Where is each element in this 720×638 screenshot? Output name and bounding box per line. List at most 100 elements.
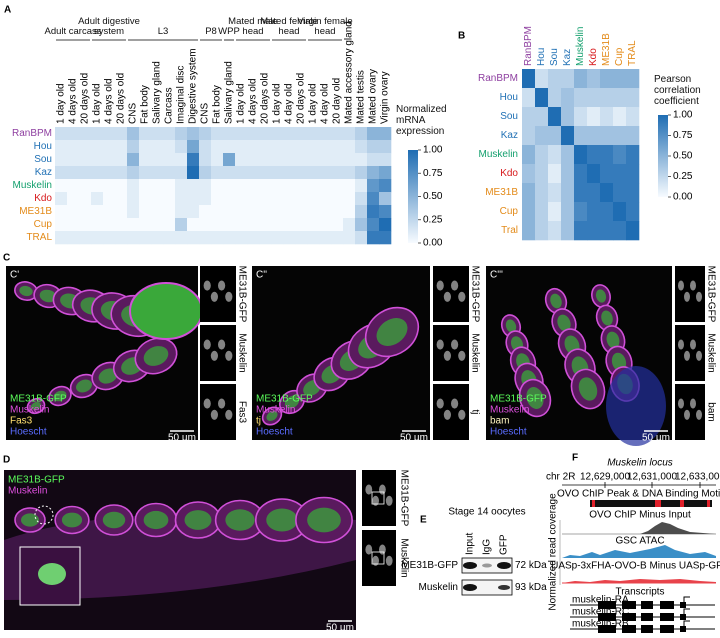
heatmap-cell xyxy=(55,166,68,180)
heatmap-cell xyxy=(139,205,152,219)
heatmap-cell xyxy=(600,164,614,184)
heatmap-cell xyxy=(343,218,356,232)
lane-label: IgG xyxy=(482,539,493,555)
channel-signal xyxy=(443,350,451,361)
heatmap-cell xyxy=(55,153,68,167)
heatmap-cell xyxy=(600,88,614,108)
gfp-signal xyxy=(266,508,298,532)
heatmap-cell xyxy=(103,153,116,167)
heatmap-cell xyxy=(355,205,368,219)
heatmap-cell xyxy=(331,205,344,219)
colorbar-tick-label: 0.25 xyxy=(423,214,443,225)
row-label: Tral xyxy=(501,225,518,236)
heatmap-cell xyxy=(522,126,536,146)
heatmap-cell xyxy=(91,166,104,180)
blot-title: Stage 14 oocytes xyxy=(448,507,525,518)
heatmap-cell xyxy=(211,179,224,193)
channel-label: Muskelin xyxy=(8,486,47,497)
channel-label: Muskelin xyxy=(256,405,295,416)
heatmap-cell xyxy=(587,88,601,108)
heatmap-cell xyxy=(151,205,164,219)
channel-side-label: Muskelin xyxy=(398,538,409,577)
heatmap-cell xyxy=(115,127,128,141)
group-label: Mated male head xyxy=(228,16,278,37)
heatmap-cell xyxy=(561,107,575,127)
heatmap-cell xyxy=(535,126,549,146)
heatmap-cell xyxy=(283,218,296,232)
heatmap-cell xyxy=(587,183,601,203)
heatmap-cell xyxy=(259,179,272,193)
row-label: Hou xyxy=(34,141,52,152)
heatmap-cell xyxy=(223,231,236,245)
column-label: 1 day old xyxy=(236,83,247,124)
panel-label: B xyxy=(458,31,465,42)
heatmap-cell xyxy=(163,127,176,141)
heatmap-cell xyxy=(211,192,224,206)
heatmap-cell xyxy=(626,126,640,146)
heatmap-cell xyxy=(247,153,260,167)
heatmap-cell xyxy=(535,183,549,203)
heatmap-cell xyxy=(223,218,236,232)
channel-signal xyxy=(678,398,684,409)
heatmap-cell xyxy=(67,205,80,219)
heatmap-cell xyxy=(247,166,260,180)
heatmap-cell xyxy=(235,140,248,154)
row-label: ME31B xyxy=(19,206,52,217)
heatmap-cell xyxy=(211,153,224,167)
channel-label: Muskelin xyxy=(490,405,529,416)
channel-label: ME31B-GFP xyxy=(10,394,67,405)
channel-label: ME31B-GFP xyxy=(256,394,313,405)
heatmap-cell xyxy=(331,231,344,245)
heatmap-cell xyxy=(91,205,104,219)
group-label: Mated female head xyxy=(260,16,318,37)
channel-signal xyxy=(684,350,690,361)
heatmap-cell xyxy=(522,88,536,108)
heatmap-cell xyxy=(151,179,164,193)
channel-signal xyxy=(365,544,373,555)
panel-label: C xyxy=(3,253,10,264)
heatmap-cell xyxy=(535,221,549,241)
colorbar xyxy=(658,115,668,197)
locus-title: Muskelin locus xyxy=(607,458,673,469)
heatmap-cell xyxy=(55,140,68,154)
heatmap-cell xyxy=(163,140,176,154)
channel-label: Hoescht xyxy=(256,427,293,438)
heatmap-cell xyxy=(271,140,284,154)
heatmap-cell xyxy=(613,221,627,241)
column-label: 20 day old xyxy=(332,78,343,124)
channel-side-label: ME31B-GFP xyxy=(398,470,409,527)
heatmap-cell xyxy=(67,153,80,167)
heatmap-cell xyxy=(67,140,80,154)
heatmap-cell xyxy=(535,164,549,184)
heatmap-cell xyxy=(127,231,140,245)
heatmap-cell xyxy=(307,205,320,219)
channel-signal xyxy=(443,291,451,302)
heatmap-cell xyxy=(211,231,224,245)
heatmap-cell xyxy=(187,205,200,219)
inset-box xyxy=(371,491,385,505)
heatmap-cell xyxy=(91,179,104,193)
blot-row-label: Muskelin xyxy=(419,582,458,593)
heatmap-cell xyxy=(561,69,575,89)
channel-signal xyxy=(690,280,696,291)
column-label: 4 days old xyxy=(104,78,115,124)
heatmap-cell xyxy=(587,107,601,127)
gfp-signal xyxy=(376,318,408,346)
heatmap-cell xyxy=(307,140,320,154)
heatmap-cell xyxy=(600,221,614,241)
channel-label: tj xyxy=(256,416,261,427)
heatmap-cell xyxy=(175,205,188,219)
heatmap-cell xyxy=(235,192,248,206)
gfp-signal xyxy=(550,293,562,309)
chromosome: chr 2R xyxy=(546,472,575,483)
heatmap-cell xyxy=(295,192,308,206)
heatmap-cell xyxy=(259,231,272,245)
channel-label: ME31B-GFP xyxy=(8,475,65,486)
channel-signal xyxy=(458,291,466,302)
heatmap-cell xyxy=(379,166,392,180)
heatmap-cell xyxy=(355,231,368,245)
heatmap-cell xyxy=(235,179,248,193)
heatmap-cell xyxy=(67,166,80,180)
